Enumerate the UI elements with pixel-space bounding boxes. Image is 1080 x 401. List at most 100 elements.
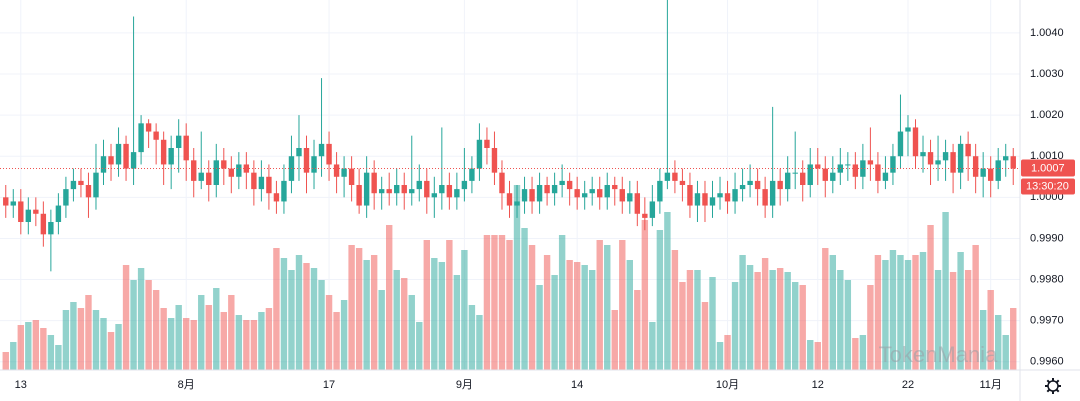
volume-bar: [190, 320, 197, 370]
volume-bar: [288, 270, 295, 370]
volume-bar: [438, 262, 446, 370]
volume-bar: [17, 325, 24, 370]
volume-bar: [934, 270, 942, 370]
volume-bar: [694, 270, 701, 370]
candle-body: [108, 156, 114, 165]
candle-body: [416, 180, 422, 190]
volume-bar: [709, 277, 716, 370]
candle-body: [281, 180, 287, 202]
volume-bar: [581, 265, 588, 370]
volume-bar: [273, 248, 280, 370]
candle-body: [251, 172, 257, 190]
candle-body: [160, 139, 167, 165]
x-tick-label: 13: [15, 379, 27, 391]
volume-bar: [686, 270, 694, 370]
candle-body: [657, 180, 663, 202]
candle-body: [386, 189, 392, 194]
volume-bar: [641, 220, 649, 370]
candle-body: [138, 123, 144, 153]
volume-bar: [378, 290, 385, 370]
volume-bar: [776, 268, 784, 370]
candle-body: [627, 193, 633, 202]
candle-body: [672, 172, 678, 181]
volume-bar: [243, 320, 250, 370]
volume-bar: [724, 335, 731, 370]
volume-bar: [558, 235, 566, 370]
candle-body: [995, 160, 1001, 181]
volume-bar: [927, 225, 934, 370]
watermark: TokenMania: [879, 342, 998, 367]
y-tick-label: 0.9970: [1030, 315, 1064, 327]
volume-bar: [611, 310, 618, 370]
volume-bar: [746, 265, 754, 370]
volume-bar: [167, 318, 175, 370]
volume-bar: [318, 280, 325, 370]
volume-bar: [2, 352, 9, 370]
candle-body: [63, 189, 69, 206]
x-tick-label: 8月: [178, 379, 195, 391]
volume-bar: [340, 300, 348, 370]
candle-body: [822, 168, 828, 181]
candle-body: [852, 164, 859, 177]
candle-body: [123, 143, 129, 169]
volume-bar: [228, 295, 235, 370]
candle-body: [649, 201, 656, 218]
volume-bar: [912, 255, 919, 370]
volume-bar: [250, 320, 258, 370]
candle-body: [972, 156, 979, 177]
volume-bar: [55, 345, 62, 370]
volume-bar: [761, 258, 769, 370]
candle-body: [619, 189, 625, 202]
x-tick-label: 17: [323, 379, 335, 391]
candle-body: [491, 148, 498, 173]
volume-bar: [506, 240, 513, 370]
candle-body: [935, 160, 941, 165]
candle-body: [168, 148, 174, 165]
volume-bar: [183, 318, 190, 370]
candle-body: [93, 172, 99, 198]
volume-bar: [47, 335, 55, 370]
volume-bar: [604, 245, 611, 370]
volume-bar: [446, 240, 453, 370]
candle-body: [506, 193, 513, 206]
candle-body: [875, 164, 881, 181]
y-tick-label: 1.0010: [1030, 150, 1064, 162]
candle-body: [1003, 156, 1009, 161]
candle-body: [318, 143, 325, 157]
candle-body: [469, 168, 475, 181]
volume-bar: [70, 302, 77, 370]
volume-bar: [107, 332, 115, 370]
volume-bar: [784, 272, 791, 370]
countdown-label: 13:30:20: [1026, 180, 1069, 192]
volume-bar: [897, 255, 904, 370]
candle-body: [815, 164, 821, 169]
volume-bar: [416, 322, 423, 370]
volume-bar: [626, 260, 633, 370]
volume-bar: [543, 255, 551, 370]
candle-body: [581, 193, 588, 198]
candle-body: [70, 180, 77, 190]
volume-bar: [10, 342, 17, 370]
settings-icon[interactable]: [1045, 378, 1061, 394]
candle-body: [762, 189, 768, 206]
volume-bar: [325, 295, 333, 370]
candle-body: [10, 201, 16, 206]
candle-body: [897, 131, 904, 157]
volume-bar: [393, 270, 400, 370]
candle-body: [544, 185, 550, 194]
candle-body: [867, 160, 874, 165]
volume-bar: [198, 295, 205, 370]
volume-bar: [634, 290, 641, 370]
candle-body: [439, 185, 445, 194]
candle-body: [807, 164, 813, 185]
volume-bar: [370, 255, 378, 370]
volume-bar: [619, 240, 626, 370]
candle-body: [499, 172, 505, 194]
candle-body: [236, 164, 242, 177]
volume-bar: [536, 285, 543, 370]
x-tick-label: 14: [571, 379, 583, 391]
volume-bar: [401, 278, 408, 370]
volume-bar: [957, 252, 964, 370]
y-tick-label: 1.0030: [1030, 68, 1064, 80]
volume-bar: [386, 225, 393, 370]
